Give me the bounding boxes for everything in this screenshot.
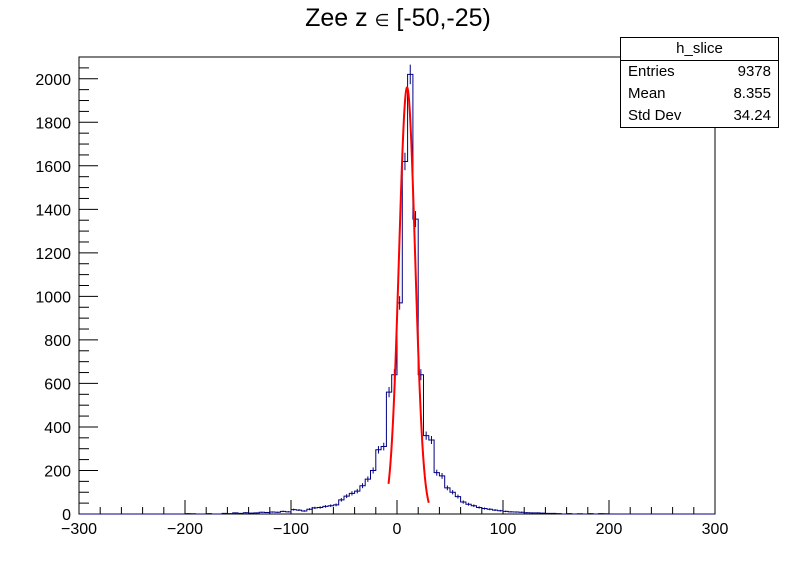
y-tick-label: 0 [62, 507, 71, 524]
stats-entries-value: 9378 [737, 63, 771, 80]
stats-mean-value: 8.355 [733, 85, 771, 102]
chart-title: Zee z ∈ [-50,-25) [0, 4, 796, 33]
y-tick-label: 1000 [35, 289, 71, 306]
x-tick-label: −200 [167, 521, 203, 538]
stats-name: h_slice [621, 38, 778, 61]
stats-std-value: 34.24 [733, 107, 771, 124]
y-tick-label: 1400 [35, 202, 71, 219]
y-tick-label: 600 [44, 376, 71, 393]
y-tick-label: 1200 [35, 246, 71, 263]
stats-mean-row: Mean 8.355 [621, 83, 778, 105]
x-tick-label: 100 [490, 521, 517, 538]
y-tick-label: 800 [44, 333, 71, 350]
gaussian-fit-curve [387, 86, 430, 504]
axis-tick-labels: −300 −200 −100 0 100 200 300 0 200 400 600 800 1000 1… [35, 72, 728, 538]
x-tick-label: 300 [702, 521, 729, 538]
x-tick-label: 0 [393, 521, 402, 538]
y-tick-label: 1800 [35, 115, 71, 132]
x-tick-label: −100 [273, 521, 309, 538]
title-prefix: Zee z [305, 4, 375, 32]
y-tick-label: 200 [44, 463, 71, 480]
y-tick-label: 1600 [35, 159, 71, 176]
stats-std-row: Std Dev 34.24 [621, 105, 778, 127]
stats-entries-label: Entries [628, 63, 675, 80]
stats-entries-row: Entries 9378 [621, 61, 778, 83]
y-tick-label: 400 [44, 420, 71, 437]
y-tick-label: 2000 [35, 72, 71, 89]
title-symbol: ∈ [374, 11, 390, 30]
x-tick-label: 200 [596, 521, 623, 538]
fit-curve-group [387, 86, 430, 504]
stats-box: h_slice Entries 9378 Mean 8.355 Std Dev … [620, 37, 779, 128]
stats-mean-label: Mean [628, 85, 666, 102]
stats-std-label: Std Dev [628, 107, 682, 124]
title-suffix: [-50,-25) [389, 4, 491, 32]
x-tick-label: −300 [61, 521, 97, 538]
